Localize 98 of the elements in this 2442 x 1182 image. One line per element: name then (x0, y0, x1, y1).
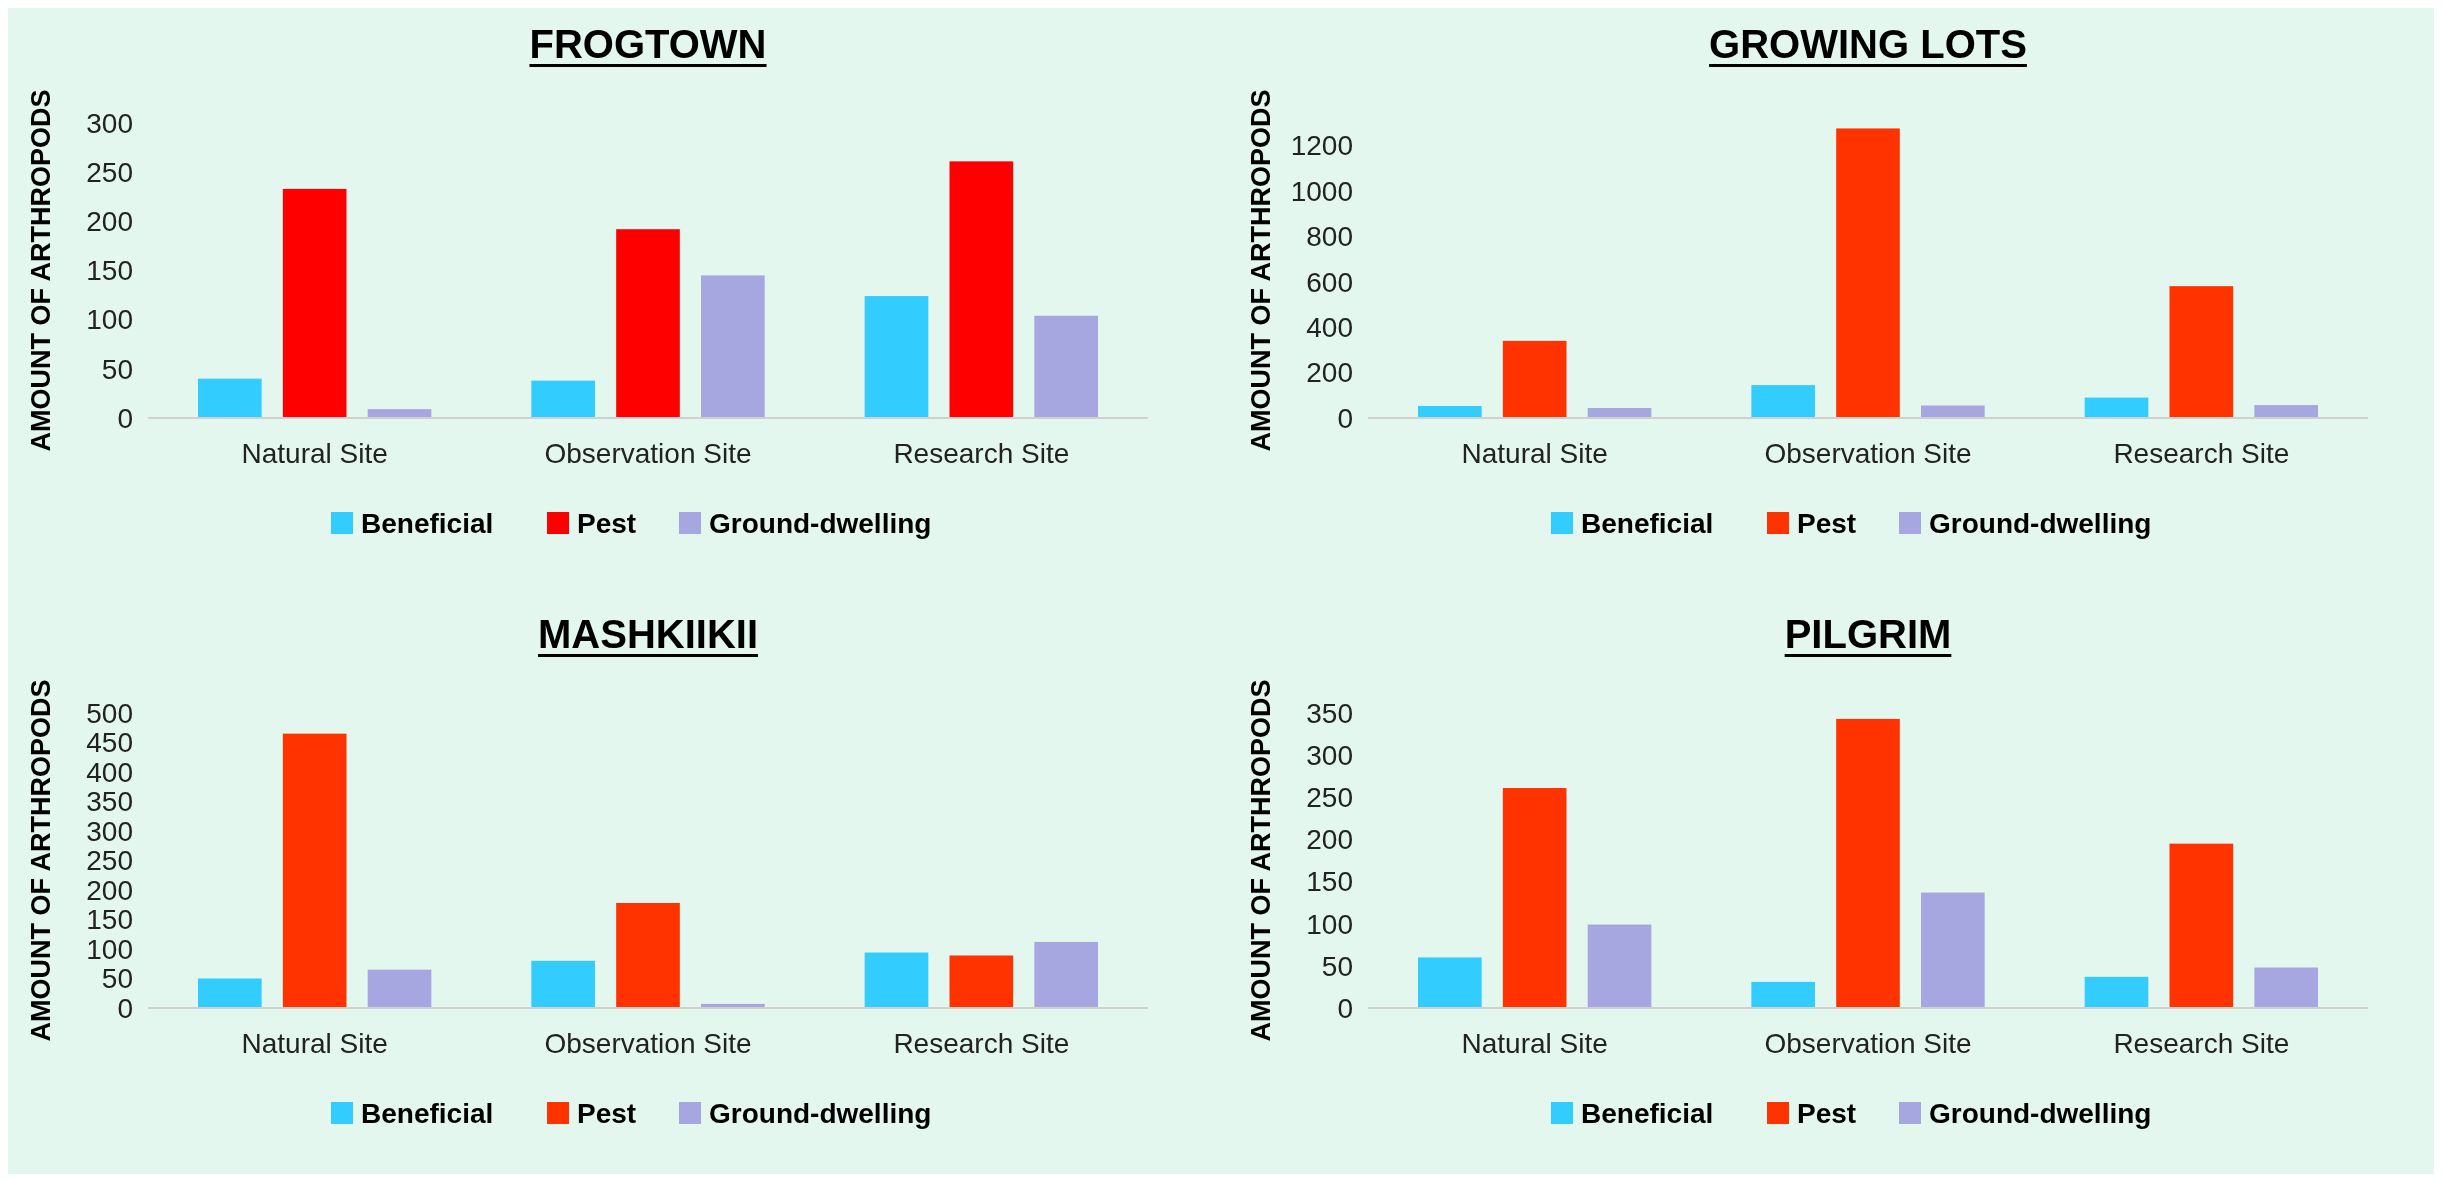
x-tick-label: Natural Site (241, 1028, 388, 1059)
chart-title: PILGRIM (1784, 612, 1952, 656)
x-tick-label: Natural Site (241, 438, 388, 469)
bar (2169, 843, 2234, 1008)
chart-title: GROWING LOTS (1709, 22, 2027, 66)
y-tick-label: 0 (1337, 402, 1353, 434)
bar (616, 229, 680, 418)
y-tick-label: 200 (86, 206, 133, 238)
y-tick-label: 400 (1306, 312, 1353, 344)
x-tick-label: Observation Site (544, 438, 752, 469)
y-tick-label: 600 (1306, 266, 1353, 298)
y-tick-label: 200 (1306, 824, 1353, 856)
x-tick-label: Observation Site (1764, 1028, 1972, 1059)
y-tick-label: 50 (1321, 950, 1353, 982)
y-tick-label: 100 (86, 304, 133, 336)
bar (864, 952, 929, 1008)
bar (198, 378, 262, 418)
y-axis-title: AMOUNT OF ARTHROPODS (26, 89, 56, 452)
y-tick-label: 350 (1306, 697, 1353, 729)
bar (531, 960, 595, 1008)
legend-label: Ground-dwelling (1929, 1097, 2152, 1129)
y-tick-label: 300 (1306, 739, 1353, 771)
chart-title: MASHKIIKII (538, 612, 758, 656)
y-tick-label: 150 (1306, 866, 1353, 898)
y-tick-label: 200 (1306, 357, 1353, 389)
legend-label: Beneficial (1581, 507, 1714, 539)
y-tick-label: 0 (117, 992, 133, 1024)
y-tick-label: 50 (101, 353, 133, 385)
legend-label: Pest (577, 507, 637, 539)
x-tick-label: Research Site (893, 438, 1070, 469)
bar (1034, 315, 1098, 418)
legend-label: Pest (577, 1097, 637, 1129)
bar (701, 275, 765, 418)
y-tick-label: 100 (86, 933, 133, 965)
x-tick-label: Observation Site (1764, 438, 1972, 469)
bar (367, 969, 432, 1008)
y-tick-label: 150 (86, 904, 133, 936)
bar (1587, 924, 1652, 1008)
y-tick-label: 300 (86, 107, 133, 139)
bar (531, 380, 595, 418)
y-tick-label: 350 (86, 786, 133, 818)
bar (1751, 981, 1815, 1008)
chart-title: FROGTOWN (529, 22, 767, 66)
bar (2254, 967, 2318, 1008)
legend-label: Pest (1797, 507, 1857, 539)
bar (282, 733, 347, 1008)
x-tick-label: Research Site (2113, 1028, 2290, 1059)
legend-label: Ground-dwelling (709, 507, 932, 539)
y-tick-label: 0 (117, 402, 133, 434)
y-tick-label: 1200 (1290, 130, 1353, 162)
bar (2254, 405, 2318, 418)
bar (1502, 788, 1567, 1008)
y-tick-label: 50 (101, 963, 133, 995)
bar (2169, 286, 2234, 418)
bar (2084, 397, 2149, 418)
bar (616, 902, 680, 1008)
bar (864, 296, 929, 418)
bar (367, 409, 432, 418)
legend-label: Beneficial (1581, 1097, 1714, 1129)
y-tick-label: 250 (1306, 782, 1353, 814)
legend-label: Ground-dwelling (709, 1097, 932, 1129)
bar (2084, 976, 2149, 1008)
y-tick-label: 250 (86, 156, 133, 188)
legend-label: Beneficial (361, 1097, 494, 1129)
x-tick-label: Observation Site (544, 1028, 752, 1059)
y-tick-label: 500 (86, 697, 133, 729)
y-tick-label: 800 (1306, 221, 1353, 253)
x-tick-label: Natural Site (1461, 1028, 1608, 1059)
bar (282, 188, 347, 418)
bar (949, 161, 1014, 418)
y-tick-label: 300 (86, 815, 133, 847)
bar (1836, 718, 1900, 1008)
x-tick-label: Research Site (2113, 438, 2290, 469)
y-axis-title: AMOUNT OF ARTHROPODS (26, 679, 56, 1042)
y-tick-label: 400 (86, 756, 133, 788)
bar (949, 955, 1014, 1008)
bar (1418, 405, 1482, 418)
y-tick-label: 1000 (1290, 175, 1353, 207)
bar (1836, 128, 1900, 418)
y-tick-label: 200 (86, 874, 133, 906)
y-tick-label: 150 (86, 255, 133, 287)
y-tick-label: 450 (86, 727, 133, 759)
bar (1921, 892, 1985, 1008)
y-axis-title: AMOUNT OF ARTHROPODS (1246, 679, 1276, 1042)
y-tick-label: 250 (86, 845, 133, 877)
bar (1751, 385, 1815, 418)
bar (198, 978, 262, 1008)
bar (1502, 340, 1567, 418)
y-tick-label: 0 (1337, 992, 1353, 1024)
x-tick-label: Natural Site (1461, 438, 1608, 469)
y-tick-label: 100 (1306, 908, 1353, 940)
legend-label: Beneficial (361, 507, 494, 539)
legend-label: Ground-dwelling (1929, 507, 2152, 539)
bar (1418, 957, 1482, 1008)
legend-label: Pest (1797, 1097, 1857, 1129)
y-axis-title: AMOUNT OF ARTHROPODS (1246, 89, 1276, 452)
bar (1034, 941, 1098, 1008)
x-tick-label: Research Site (893, 1028, 1070, 1059)
